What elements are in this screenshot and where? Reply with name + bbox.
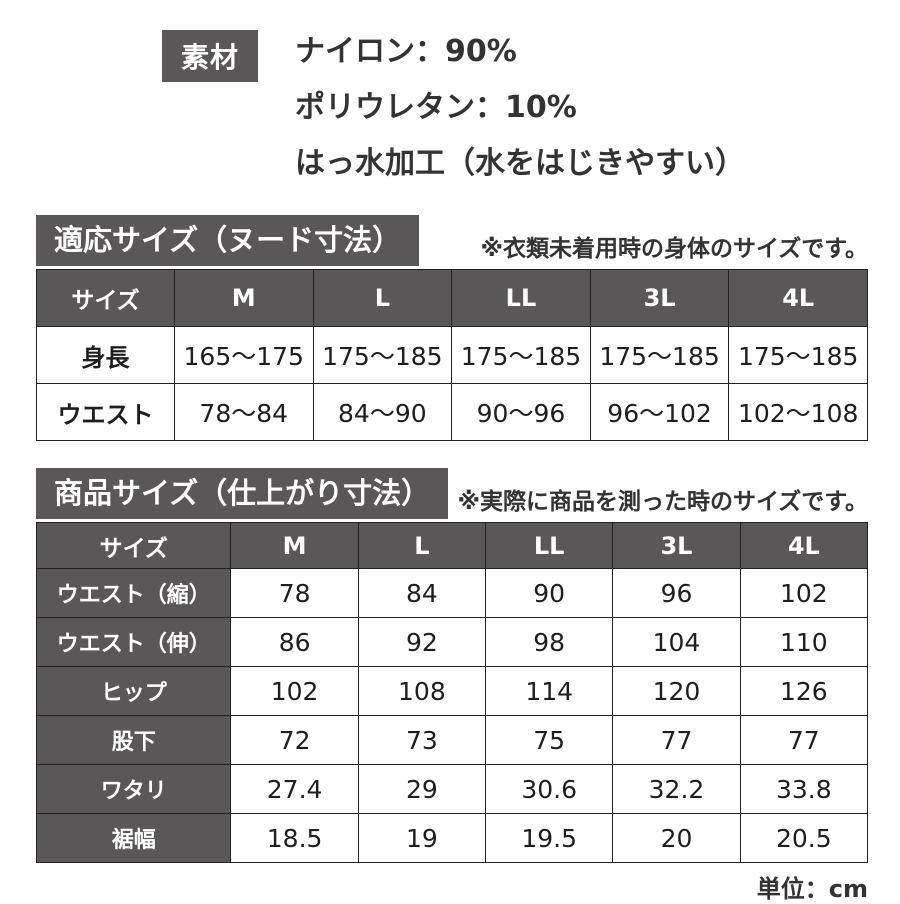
table-column-header: M [173, 269, 314, 327]
table-cell: 175～185 [728, 326, 868, 384]
table-cell: 72 [230, 715, 359, 765]
table-cell: 29 [357, 764, 487, 814]
table-cell: 77 [739, 715, 869, 765]
section-head: 適応サイズ（ヌード寸法） ※衣類未着用時の身体のサイズです。 [36, 215, 868, 266]
table-row-label: ウエスト（伸） [35, 617, 232, 667]
table-cell: 32.2 [612, 764, 741, 814]
table-cell: 20.5 [739, 813, 869, 863]
table-cell: 86 [230, 617, 359, 667]
table-cell: 108 [357, 666, 487, 716]
table-cell: 96～102 [589, 383, 730, 441]
material-line-water-repellent: はっ水加工（水をはじきやすい） [295, 146, 745, 181]
table-cell: 78～84 [173, 383, 314, 441]
table-column-header: L [312, 269, 453, 327]
table-cell: 90～96 [451, 383, 591, 441]
table-cell: 104 [612, 617, 741, 667]
table-row-label: ウエスト [36, 383, 175, 441]
table-cell: 126 [739, 666, 869, 716]
table-cell: 75 [485, 715, 614, 765]
table-row-label: 裾幅 [35, 813, 232, 863]
table-column-header: 4L [728, 269, 868, 327]
section-title-nude-size: 適応サイズ（ヌード寸法） [36, 215, 420, 266]
material-lines: ナイロン：90% ポリウレタン：10% はっ水加工（水をはじきやすい） [295, 30, 745, 182]
material-section: 素材 ナイロン：90% ポリウレタン：10% はっ水加工（水をはじきやすい） [0, 0, 900, 182]
table-cell: 175～185 [312, 326, 453, 384]
table-cell: 18.5 [230, 813, 359, 863]
table-row-label: 股下 [35, 715, 232, 765]
table-cell: 98 [485, 617, 614, 667]
table-cell: 102 [230, 666, 359, 716]
table-column-header: L [357, 522, 487, 569]
section-note-nude-size: ※衣類未着用時の身体のサイズです。 [480, 236, 868, 262]
material-line-polyurethane: ポリウレタン：10% [295, 90, 577, 125]
table-cell: 92 [357, 617, 487, 667]
material-line-nylon: ナイロン：90% [295, 34, 517, 69]
table-cell: 175～185 [451, 326, 591, 384]
table-row-label: 身長 [36, 326, 175, 384]
product-size-table: サイズ M L LL 3L 4L ウエスト（縮） 78 84 90 96 102 ウエスト（伸） 86 92… [35, 522, 869, 863]
section-head: 商品サイズ（仕上がり寸法） ※実際に商品を測った時のサイズです。 [36, 468, 868, 519]
table-column-header: 4L [739, 522, 869, 569]
table-column-header: M [230, 522, 359, 569]
table-column-header: 3L [589, 269, 730, 327]
table-cell: 102 [739, 568, 869, 618]
section-note-product-size: ※実際に商品を測った時のサイズです。 [457, 489, 868, 515]
table-row-label: ワタリ [35, 764, 232, 814]
table-row: ウエスト（縮） 78 84 90 96 102 [35, 568, 869, 618]
unit-label: 単位：cm [756, 875, 868, 903]
table-cell: 90 [485, 568, 614, 618]
material-label-badge: 素材 [162, 30, 258, 82]
table-row: ウエスト 78～84 84～90 90～96 96～102 102～108 [36, 383, 868, 441]
table-cell: 19 [357, 813, 487, 863]
section-title-product-size: 商品サイズ（仕上がり寸法） [36, 468, 449, 519]
section-product-size: 商品サイズ（仕上がり寸法） ※実際に商品を測った時のサイズです。 サイズ M L LL… [35, 468, 869, 863]
table-row: ウエスト（伸） 86 92 98 104 110 [35, 617, 869, 667]
section-nude-size: 適応サイズ（ヌード寸法） ※衣類未着用時の身体のサイズです。 サイズ M L LL 3L… [36, 215, 868, 441]
table-row-label: ヒップ [35, 666, 232, 716]
table-cell: 78 [230, 568, 359, 618]
table-row: ワタリ 27.4 29 30.6 32.2 33.8 [35, 764, 869, 814]
table-cell: 20 [612, 813, 741, 863]
table-cell: 84～90 [312, 383, 453, 441]
table-corner-header: サイズ [35, 522, 232, 569]
table-cell: 120 [612, 666, 741, 716]
table-cell: 33.8 [739, 764, 869, 814]
table-cell: 175～185 [589, 326, 730, 384]
table-column-header: LL [451, 269, 591, 327]
table-cell: 73 [357, 715, 487, 765]
table-cell: 102～108 [728, 383, 868, 441]
table-column-header: LL [485, 522, 614, 569]
table-row-label: ウエスト（縮） [35, 568, 232, 618]
table-cell: 19.5 [485, 813, 614, 863]
table-cell: 110 [739, 617, 869, 667]
table-cell: 27.4 [230, 764, 359, 814]
table-cell: 30.6 [485, 764, 614, 814]
table-cell: 165～175 [173, 326, 314, 384]
table-column-header: 3L [612, 522, 741, 569]
table-cell: 84 [357, 568, 487, 618]
nude-size-table: サイズ M L LL 3L 4L 身長 165～175 175～185 175～185 175～18… [36, 269, 868, 441]
table-cell: 96 [612, 568, 741, 618]
table-row: 股下 72 73 75 77 77 [35, 715, 869, 765]
table-cell: 77 [612, 715, 741, 765]
table-corner-header: サイズ [36, 269, 175, 327]
table-row: ヒップ 102 108 114 120 126 [35, 666, 869, 716]
table-row: 裾幅 18.5 19 19.5 20 20.5 [35, 813, 869, 863]
table-cell: 114 [485, 666, 614, 716]
table-row: 身長 165～175 175～185 175～185 175～185 175～185 [36, 326, 868, 384]
